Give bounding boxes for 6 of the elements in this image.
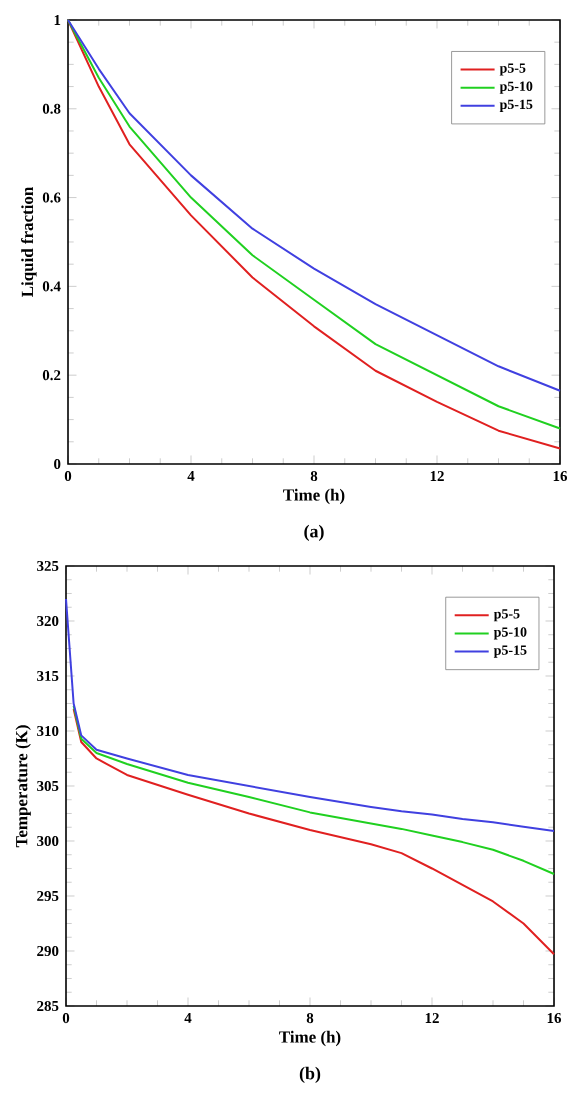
x-axis-title: Time (h) [279,1030,341,1047]
y-axis-title: Temperature (K) [15,725,31,848]
y-axis-title: Liquid fraction [20,186,37,297]
text: (a) [304,524,324,542]
x-axis-title: Time (h) [283,488,345,505]
text: (b) [299,1066,321,1084]
